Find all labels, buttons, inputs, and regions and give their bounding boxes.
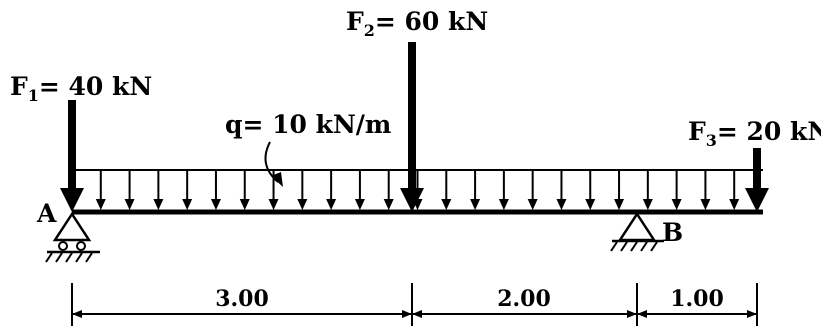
distributed-load: [72, 169, 763, 210]
distributed-load-arrowhead: [700, 199, 711, 210]
support-a-label: A: [36, 199, 57, 228]
load-f1: F1= 40 kN: [10, 72, 152, 212]
support-a-roller-left: [58, 241, 68, 251]
dim-label-3: 1.00: [670, 286, 724, 312]
q-load-label: q= 10 kN/m: [225, 110, 391, 139]
distributed-load-arrowhead: [297, 199, 308, 210]
distributed-load-arrowhead: [671, 199, 682, 210]
support-b-label: B: [662, 218, 683, 247]
distributed-load-arrowhead: [239, 199, 250, 210]
support-a-roller: A: [36, 199, 100, 263]
distributed-load-arrowhead: [470, 199, 481, 210]
distributed-load-arrowhead: [383, 199, 394, 210]
distributed-load-arrowhead: [527, 199, 538, 210]
load-f3-arrowhead: [745, 188, 769, 212]
distributed-load-arrowhead: [268, 199, 279, 210]
load-f1-label: F1= 40 kN: [10, 72, 152, 105]
load-f2-label: F2= 60 kN: [346, 7, 488, 40]
support-b-pin: B: [610, 211, 683, 252]
distributed-load-arrowhead: [210, 199, 221, 210]
distributed-load-arrowhead: [354, 199, 365, 210]
q-leader-arrowhead: [271, 172, 283, 187]
distributed-load-arrowhead: [182, 199, 193, 210]
q-load-label-group: q= 10 kN/m: [225, 110, 391, 187]
distributed-load-arrowhead: [729, 199, 740, 210]
support-a-hatch: [45, 252, 93, 263]
dimension-lines: 3.00 2.00 1.00: [71, 283, 758, 326]
distributed-load-arrowhead: [326, 199, 337, 210]
distributed-load-arrowhead: [95, 199, 106, 210]
distributed-load-arrowhead: [614, 199, 625, 210]
support-a-triangle: [52, 211, 92, 242]
dim-label-2: 2.00: [497, 286, 551, 312]
distributed-load-arrowhead: [153, 199, 164, 210]
distributed-load-arrowhead: [556, 199, 567, 210]
distributed-load-arrowhead: [585, 199, 596, 210]
distributed-load-arrows: [95, 170, 740, 210]
support-b-hatch: [610, 241, 658, 252]
load-f3-label: F3= 20 kN: [688, 117, 821, 150]
load-f3: F3= 20 kN: [688, 117, 821, 212]
dim-label-1: 3.00: [215, 286, 269, 312]
load-f2: F2= 60 kN: [346, 7, 488, 212]
load-f1-arrowhead: [60, 188, 84, 212]
distributed-load-arrowhead: [441, 199, 452, 210]
distributed-load-arrowhead: [642, 199, 653, 210]
distributed-load-arrowhead: [124, 199, 135, 210]
distributed-load-arrowhead: [498, 199, 509, 210]
support-a-roller-right: [76, 241, 86, 251]
load-f2-arrowhead: [400, 188, 424, 212]
support-b-triangle: [617, 211, 657, 242]
